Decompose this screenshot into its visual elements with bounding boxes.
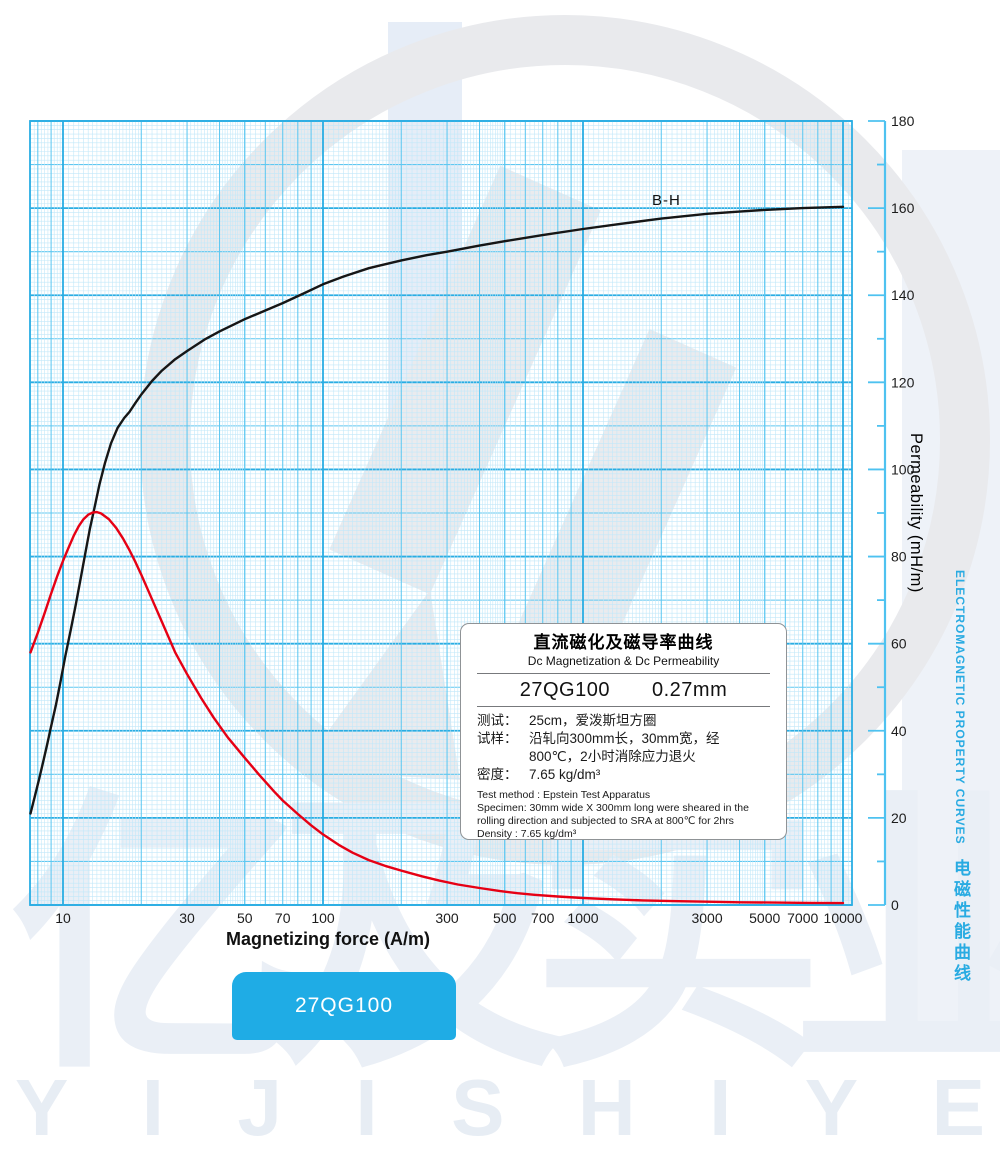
spec-english-block: Test method : Epstein Test Apparatus Spe… <box>477 789 770 841</box>
watermark-letter: S <box>451 1063 505 1152</box>
x-tick-label: 1000 <box>567 910 598 926</box>
x-tick-label: 30 <box>179 910 195 926</box>
y-tick-label: 0 <box>891 897 899 913</box>
model-badge: 27QG100 <box>232 972 456 1040</box>
y-tick-label: 40 <box>891 723 907 739</box>
model-thickness: 0.27mm <box>651 679 728 701</box>
x-tick-label: 100 <box>311 910 335 926</box>
x-axis-title: Magnetizing force (A/m) <box>225 929 431 949</box>
side-text-english: ELECTROMAGNETIC PROPERTY CURVES <box>953 570 967 845</box>
y-axis-title: Permeability (mH/m) <box>907 433 925 593</box>
info-box-title: 直流磁化及磁导率曲线 <box>533 633 714 652</box>
y-tick-label: 160 <box>891 200 915 216</box>
spec-label: 测试： <box>477 713 518 728</box>
x-tick-label: 70 <box>275 910 291 926</box>
x-tick-label: 300 <box>435 910 459 926</box>
x-tick-label: 3000 <box>691 910 722 926</box>
right-y-axis <box>868 120 887 906</box>
watermark-letter: I <box>709 1063 732 1152</box>
spec-en-line: Test method : Epstein Test Apparatus <box>477 789 651 801</box>
spec-en-line: Density : 7.65 kg/dm³ <box>477 828 577 840</box>
watermark-letter: Y <box>804 1063 859 1152</box>
x-tick-label: 50 <box>237 910 253 926</box>
watermark-letter: I <box>355 1063 378 1152</box>
watermark-letter: J <box>237 1063 282 1152</box>
watermark-letter: H <box>577 1063 636 1152</box>
tick-labels: 0 20 40 60 80 100 120 140 160 180 10 30 50 70 100 300 50… <box>55 113 914 926</box>
y-tick-label: 100 <box>891 461 915 477</box>
side-vertical-text: ELECTROMAGNETIC PROPERTY CURVES 电磁性能曲线 <box>948 570 973 985</box>
curves <box>29 205 845 905</box>
bh-curve-label: B-H <box>652 192 681 209</box>
x-tick-label: 700 <box>531 910 555 926</box>
model-row: 27QG100 0.27mm <box>477 679 770 701</box>
curve-permeability <box>29 510 845 905</box>
x-tick-label: 500 <box>493 910 517 926</box>
model-badge-label: 27QG100 <box>294 994 394 1017</box>
spec-row-density: 密度： 7.65 kg/dm³ <box>477 766 770 784</box>
plot-border <box>29 120 853 906</box>
side-text-chinese: 电磁性能曲线 <box>951 859 970 986</box>
y-tick-label: 60 <box>891 636 907 652</box>
log-grid <box>29 120 853 906</box>
spec-row-test: 测试： 25cm，爱泼斯坦方圈 <box>477 712 770 730</box>
x-tick-label: 5000 <box>749 910 780 926</box>
model-name: 27QG100 <box>519 679 610 701</box>
watermark-letter: E <box>931 1063 985 1152</box>
y-tick-label: 140 <box>891 287 915 303</box>
x-tick-label: 10000 <box>824 910 863 926</box>
info-box-subtitle: Dc Magnetization & Dc Permeability <box>527 654 720 668</box>
spec-value: 25cm，爱泼斯坦方圈 <box>529 713 657 728</box>
spec-value: 沿轧向300mm长，30mm宽，经 800℃，2小时消除应力退火 <box>529 731 720 764</box>
watermark-letter: Y <box>15 1063 69 1152</box>
divider <box>477 673 770 674</box>
y-tick-label: 80 <box>891 549 907 565</box>
spec-label: 试样： <box>477 731 518 746</box>
x-tick-label: 7000 <box>787 910 818 926</box>
watermark-letter: I <box>141 1063 165 1152</box>
x-tick-label: 10 <box>55 910 71 926</box>
info-box: 直流磁化及磁导率曲线 Dc Magnetization & Dc Permeab… <box>460 623 787 840</box>
watermark-ring <box>140 15 990 865</box>
y-tick-label: 180 <box>891 113 915 129</box>
spec-value: 7.65 kg/dm³ <box>529 767 601 782</box>
curve-b-h <box>29 205 845 815</box>
spec-en-line: Specimen: 30mm wide X 300mm long were sh… <box>477 802 749 827</box>
spec-row-sample: 试样： 沿轧向300mm长，30mm宽，经 800℃，2小时消除应力退火 <box>477 730 770 766</box>
divider <box>477 706 770 707</box>
y-tick-label: 20 <box>891 810 907 826</box>
watermark-cjk-char: 业 <box>790 772 1000 1102</box>
spec-label: 密度： <box>477 767 518 782</box>
y-tick-label: 120 <box>891 374 915 390</box>
